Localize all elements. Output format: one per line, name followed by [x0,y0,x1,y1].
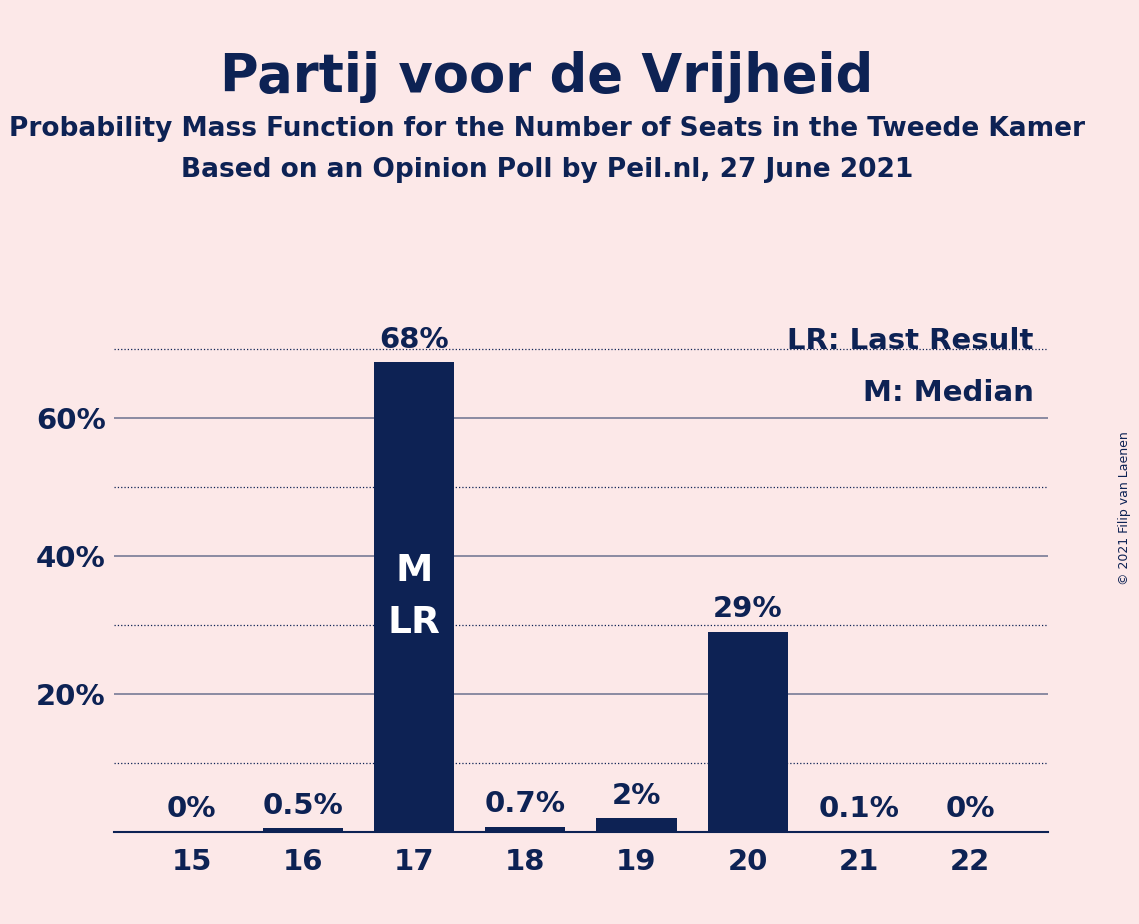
Bar [597,818,677,832]
Bar [263,828,343,832]
Text: 68%: 68% [379,326,449,354]
Text: LR: Last Result: LR: Last Result [787,327,1034,355]
Text: © 2021 Filip van Laenen: © 2021 Filip van Laenen [1118,432,1131,585]
Text: 0.1%: 0.1% [819,795,900,822]
Text: Based on an Opinion Poll by Peil.nl, 27 June 2021: Based on an Opinion Poll by Peil.nl, 27 … [181,157,912,183]
Text: 0%: 0% [167,796,216,823]
Bar [374,362,454,832]
Text: Partij voor de Vrijheid: Partij voor de Vrijheid [220,51,874,103]
Bar [707,631,788,832]
Text: M
LR: M LR [387,553,441,641]
Text: 0%: 0% [945,796,994,823]
Text: 2%: 2% [612,782,661,809]
Text: M: Median: M: Median [863,379,1034,407]
Text: Probability Mass Function for the Number of Seats in the Tweede Kamer: Probability Mass Function for the Number… [9,116,1084,141]
Text: 0.7%: 0.7% [485,791,566,819]
Text: 0.5%: 0.5% [263,792,343,820]
Bar [485,827,565,832]
Text: 29%: 29% [713,595,782,624]
